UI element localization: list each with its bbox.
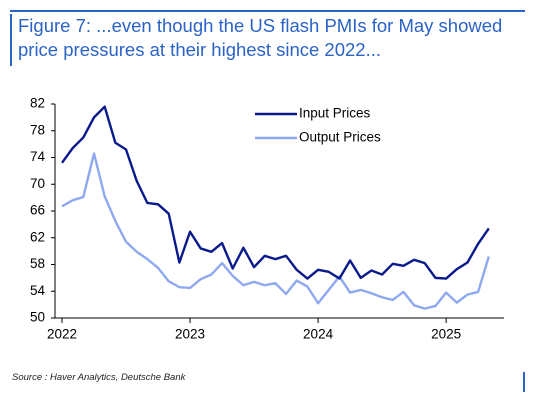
y-tick-label: 62 (30, 229, 45, 244)
chart: 50 54 58 62 66 70 74 78 82 2022 2023 2024 2025 Input … (30, 96, 504, 342)
source-note: Source : Haver Analytics, Deutsche Bank (12, 372, 186, 383)
data-line (61, 105, 490, 280)
data-line (61, 152, 490, 310)
y-tick-label: 66 (30, 203, 45, 218)
y-tick-label: 82 (30, 96, 45, 111)
legend-label: Input Prices (299, 106, 371, 121)
x-tick-label: 2023 (175, 327, 205, 342)
y-tick-label: 74 (30, 149, 46, 164)
frame (10, 10, 525, 12)
y-tick-label: 50 (30, 310, 45, 325)
y-tick-label: 78 (30, 122, 45, 137)
y-tick-label: 58 (30, 256, 45, 271)
x-tick-label: 2022 (47, 327, 77, 342)
y-tick-label: 54 (30, 283, 46, 298)
x-tick-label: 2024 (303, 327, 334, 342)
x-tick-label: 2025 (431, 327, 461, 342)
chart-title: Figure 7: ...even though the US flash PM… (18, 15, 503, 60)
legend-label: Output Prices (299, 130, 381, 145)
y-tick-label: 70 (30, 176, 45, 191)
frame (10, 14, 12, 66)
frame (523, 372, 525, 392)
